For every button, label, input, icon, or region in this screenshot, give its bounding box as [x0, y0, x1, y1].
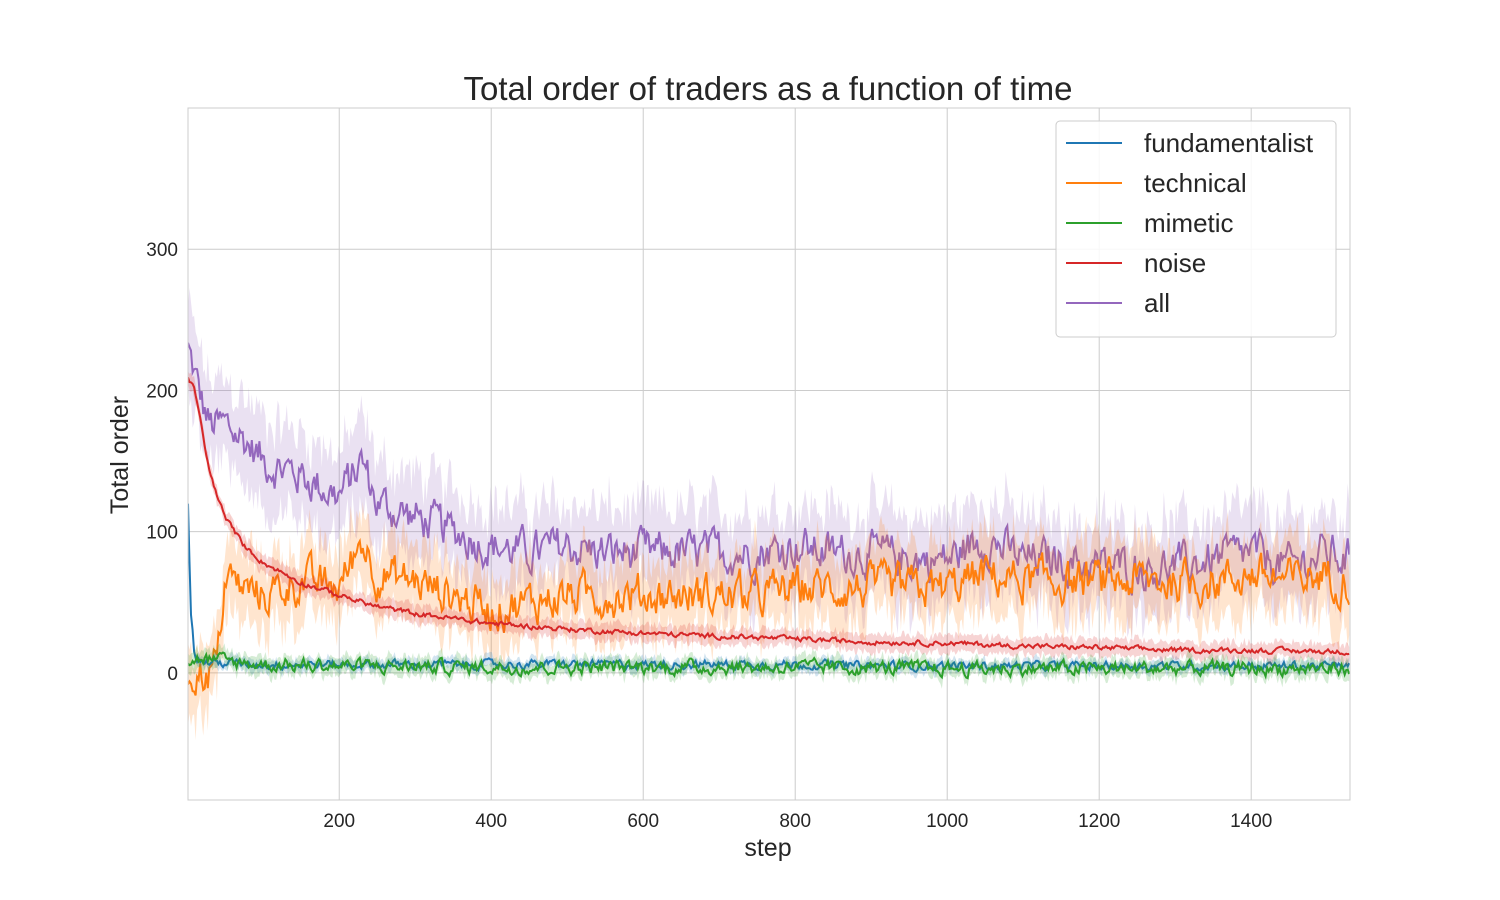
band-technical	[188, 501, 1350, 741]
x-tick-label: 400	[475, 811, 507, 832]
plot-border	[187, 107, 1351, 801]
legend: fundamentalist technical mimetic noise all	[1055, 120, 1337, 338]
y-tick-label: 100	[146, 523, 178, 544]
legend-label-all: all	[1144, 288, 1170, 318]
series-line-all	[188, 342, 1350, 596]
series-layer	[188, 287, 1350, 741]
legend-label-technical: technical	[1144, 168, 1247, 198]
x-tick-label: 800	[779, 811, 811, 832]
plot-area: 200 400 600 800 1000 1200 1400 0 100 200 300	[146, 107, 1351, 832]
y-tick-label: 300	[146, 240, 178, 261]
x-tick-label: 200	[323, 811, 355, 832]
x-tick-label: 600	[627, 811, 659, 832]
chart-title: Total order of traders as a function of …	[464, 70, 1073, 107]
y-axis-label: Total order	[106, 396, 134, 514]
x-tick-label: 1000	[926, 811, 968, 832]
series-line-noise	[188, 377, 1350, 656]
legend-label-noise: noise	[1144, 248, 1206, 278]
legend-label-mimetic: mimetic	[1144, 208, 1234, 238]
legend-box	[1055, 120, 1337, 338]
x-tick-label: 1400	[1230, 811, 1272, 832]
series-line-technical	[188, 537, 1350, 696]
series-line-mimetic	[188, 651, 1350, 680]
y-tick-label: 200	[146, 381, 178, 402]
y-tick-label: 0	[167, 664, 178, 685]
x-axis-label: step	[744, 834, 791, 862]
legend-label-fundamentalist: fundamentalist	[1144, 128, 1314, 158]
x-tick-label: 1200	[1078, 811, 1120, 832]
